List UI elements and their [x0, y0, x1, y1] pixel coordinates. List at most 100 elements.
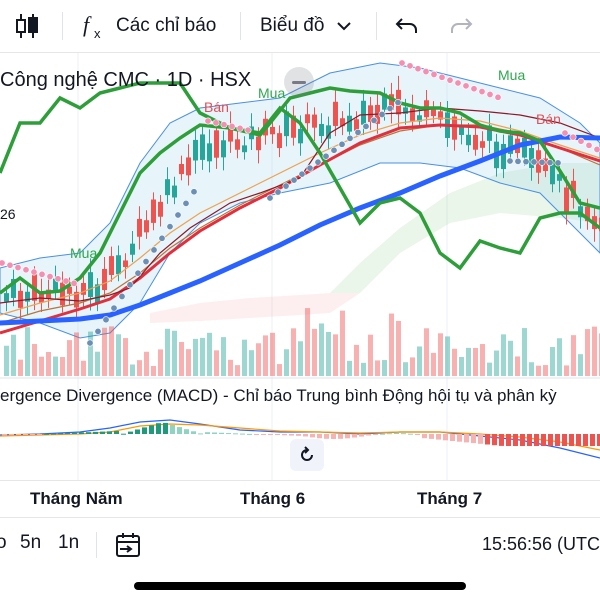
macd-bar	[492, 434, 497, 446]
calendar-arrow-icon	[116, 533, 140, 557]
volume-bar	[95, 351, 100, 376]
candle-body	[130, 243, 135, 255]
go-to-date-button[interactable]	[114, 531, 142, 564]
home-indicator	[134, 582, 466, 590]
chart-area[interactable]: Công nghệ CMC · 1D · HSX 26 Bán Mua Mua …	[0, 53, 600, 480]
macd-bar	[16, 434, 21, 435]
candle-body	[11, 278, 16, 298]
macd-bar	[128, 431, 133, 434]
range-button-1n[interactable]: 1n	[58, 532, 80, 553]
volume-bar	[200, 337, 205, 376]
macd-bar	[79, 432, 84, 434]
candle-type-button[interactable]	[14, 0, 40, 52]
sar-dot	[338, 140, 346, 148]
indicators-button[interactable]: f x Các chỉ báo	[82, 0, 216, 52]
volume-bar	[564, 365, 569, 376]
sar-dot	[577, 137, 585, 145]
candle-body	[123, 260, 128, 267]
macd-bar	[275, 434, 280, 435]
macd-bar	[583, 434, 588, 446]
volume-bar	[494, 350, 499, 376]
candle-body	[284, 111, 289, 137]
macd-bar	[345, 434, 350, 439]
sar-dot	[561, 129, 569, 137]
sar-dot	[362, 122, 370, 130]
volume-bar	[186, 349, 191, 376]
sar-dot	[212, 119, 220, 127]
candle-body	[228, 125, 233, 142]
sar-dot	[494, 93, 502, 101]
sell-signal-label: Bán	[204, 99, 229, 115]
price-chart[interactable]	[0, 53, 600, 480]
reset-chart-button[interactable]	[290, 439, 324, 471]
redo-button[interactable]	[448, 0, 474, 52]
undo-button[interactable]	[394, 0, 420, 52]
range-button[interactable]: o	[0, 532, 7, 553]
sar-dot	[446, 76, 454, 84]
price-scale-label: 26	[0, 206, 16, 222]
candle-body	[67, 286, 72, 294]
sar-dot	[134, 269, 142, 277]
macd-bar	[114, 431, 119, 434]
volume-bar	[375, 360, 380, 376]
candle-body	[4, 293, 9, 302]
parabolic-sar-dots	[0, 59, 600, 347]
candle-body	[95, 284, 100, 303]
sar-dot	[462, 82, 470, 90]
range-button-5n[interactable]: 5n	[20, 532, 42, 553]
sar-dot	[14, 264, 22, 272]
macd-bar	[86, 432, 91, 434]
volume-bar	[116, 334, 121, 376]
sar-dot	[406, 62, 414, 70]
macd-bars	[2, 422, 600, 446]
candle-body	[25, 291, 30, 302]
fx-icon: f x	[83, 12, 101, 41]
time-axis[interactable]: Tháng Năm Tháng 6 Tháng 7	[0, 480, 600, 517]
volume-bar	[74, 332, 79, 376]
macd-bar	[100, 431, 105, 434]
volume-bar	[67, 340, 72, 376]
buy-signal-label: Mua	[498, 67, 526, 83]
macd-bar	[93, 431, 98, 434]
symbol-title[interactable]: Công nghệ CMC · 1D · HSX	[0, 69, 252, 91]
volume-bar	[501, 334, 506, 376]
sar-dot	[158, 234, 166, 242]
collapse-legend-button[interactable]	[284, 67, 314, 97]
sar-dot	[506, 157, 514, 165]
candle-body	[207, 143, 212, 162]
volume-bar	[543, 365, 548, 376]
macd-bar	[422, 434, 427, 439]
volume-bar	[172, 330, 177, 376]
volume-bar	[179, 341, 184, 376]
candle-body	[501, 143, 506, 170]
macd-title[interactable]: ergence Divergence (MACD) - Chỉ báo Trun…	[0, 386, 557, 405]
candle-body	[585, 206, 590, 222]
macd-bar	[135, 429, 140, 434]
volume-bar	[452, 348, 457, 376]
candle-body	[480, 141, 485, 148]
candle-body	[410, 108, 415, 121]
indicators-label: Các chỉ báo	[116, 15, 217, 36]
ma-darkred-line	[0, 107, 600, 304]
volume-bar	[403, 362, 408, 376]
volume-bar	[585, 329, 590, 376]
macd-bar	[289, 434, 294, 436]
volume-bar	[263, 335, 268, 376]
volume-bar	[578, 354, 583, 376]
candle-body	[116, 255, 121, 275]
candle-body	[326, 125, 331, 139]
macd-bar	[541, 434, 546, 446]
sar-dot	[478, 88, 486, 96]
macd-bar	[380, 433, 385, 435]
chart-type-dropdown[interactable]: Biểu đồ	[260, 0, 354, 52]
volume-bar	[193, 338, 198, 376]
clock-timezone[interactable]: 15:56:56 (UTC	[481, 534, 600, 554]
candle-body	[438, 111, 443, 120]
macd-bar	[177, 427, 182, 434]
macd-bar	[268, 434, 273, 435]
volume-bar	[592, 326, 597, 376]
macd-bar	[240, 433, 245, 435]
sar-dot	[38, 270, 46, 278]
candle-body	[382, 93, 387, 110]
volume-bar	[389, 313, 394, 376]
